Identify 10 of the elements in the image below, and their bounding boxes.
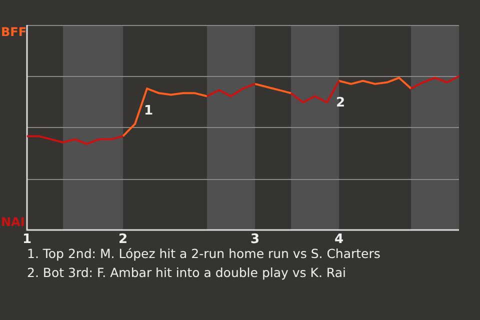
annotation: 1 <box>144 103 154 118</box>
text: NAI <box>1 215 25 230</box>
text: 1. Top 2nd: M. López hit a 2-run home run vs S. Charters <box>27 245 382 263</box>
x-tick-label: 2 <box>118 232 128 248</box>
annotation: 2 <box>336 96 346 111</box>
text: 2. Bot 3rd: F. Ambar hit into a double play vs K. Rai <box>27 264 347 282</box>
x-tick-label: 3 <box>250 232 260 248</box>
x-tick-label: 4 <box>334 232 344 248</box>
text: BFF <box>1 25 27 40</box>
x-tick-label: 1 <box>22 232 32 248</box>
